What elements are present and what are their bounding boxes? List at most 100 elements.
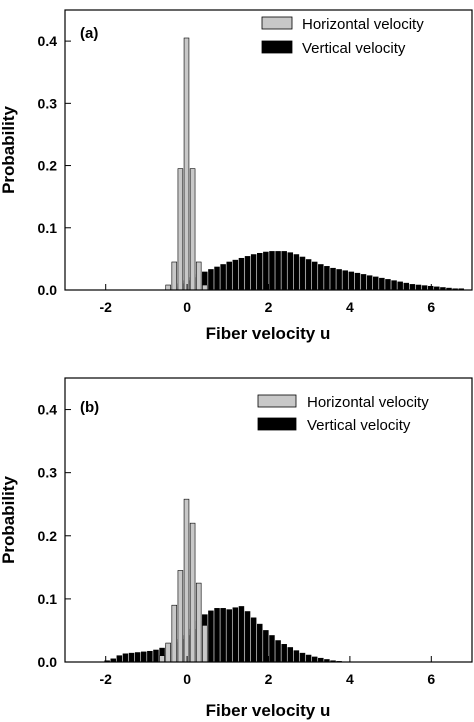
ticks-a: -2 0 2 4 6 0.0 0.1 0.2 0.3 0.4 [38, 33, 436, 315]
bar-vertical-b [153, 649, 159, 663]
bar-horizontal-a [171, 261, 178, 291]
bar-horizontal-a [195, 261, 202, 291]
bar-vertical-a [403, 282, 410, 291]
bar-vertical-b [141, 651, 147, 663]
bar-horizontal-b [183, 498, 190, 663]
bar-vertical-b [257, 623, 263, 663]
bar-horizontal-b [202, 625, 208, 663]
bar-vertical-a [372, 276, 379, 291]
panel-a: -2 0 2 4 6 0.0 0.1 0.2 0.3 0.4 (a) Horizontal vel… [0, 9, 473, 343]
bar-vertical-a [214, 266, 220, 291]
y-axis-label-b: Probability [0, 476, 18, 564]
bar-horizontal-b [177, 570, 184, 663]
bar-vertical-b [128, 652, 135, 663]
bar-vertical-b [305, 654, 312, 663]
bar-vertical-a [336, 269, 342, 291]
bar-vertical-a [299, 256, 306, 291]
bar-vertical-b [244, 611, 251, 663]
bar-vertical-a [287, 252, 294, 291]
bar-vertical-a [226, 261, 232, 291]
x-tick-label-b: 6 [427, 671, 435, 687]
bar-vertical-a [409, 284, 416, 291]
bar-vertical-a [275, 251, 281, 291]
bar-vertical-a [311, 261, 318, 291]
bar-vertical-a [220, 264, 226, 291]
legend-label-horizontal: Horizontal velocity [302, 16, 424, 33]
bars-b [104, 498, 342, 663]
legend-label-vertical: Vertical velocity [302, 40, 406, 57]
bar-vertical-a [208, 269, 214, 291]
y-tick-label-a: 0.3 [38, 95, 58, 111]
bar-vertical-b [311, 656, 318, 663]
bar-vertical-a [342, 270, 348, 291]
bar-horizontal-a [189, 168, 196, 291]
bar-vertical-b [287, 647, 294, 663]
x-tick-label-a: 6 [427, 299, 435, 315]
y-tick-label-b: 0.3 [38, 465, 58, 481]
bar-vertical-b [269, 635, 275, 663]
y-tick-label-b: 0.4 [38, 402, 58, 418]
bar-vertical-a [366, 275, 373, 291]
legend-label-vertical: Vertical velocity [307, 417, 411, 434]
bar-vertical-a [330, 267, 336, 291]
bar-vertical-a [257, 252, 263, 291]
bar-vertical-a [238, 257, 245, 291]
bar-vertical-b [281, 644, 287, 663]
x-tick-label-a: 2 [265, 299, 273, 315]
bar-vertical-b [293, 650, 300, 663]
bar-horizontal-b [165, 642, 171, 663]
bar-vertical-b [122, 653, 129, 663]
y-tick-label-a: 0.4 [38, 33, 58, 49]
legend-swatch-vertical [261, 40, 293, 54]
bar-vertical-a [318, 264, 324, 291]
x-tick-label-a: 0 [183, 299, 191, 315]
x-tick-label-b: -2 [99, 671, 112, 687]
bar-horizontal-b [171, 604, 178, 663]
legend-swatch-horizontal [261, 16, 293, 30]
bar-vertical-b [134, 652, 141, 663]
bar-vertical-a [385, 279, 391, 291]
bar-vertical-a [305, 259, 312, 291]
bar-vertical-a [293, 254, 300, 291]
bar-horizontal-a [183, 37, 190, 291]
panel-b: -2 0 2 4 6 0.0 0.1 0.2 0.3 0.4 (b) Horizontal vel… [0, 377, 473, 720]
bar-vertical-b [220, 608, 226, 663]
bar-vertical-b [214, 608, 220, 663]
x-axis-label-a: Fiber velocity u [206, 324, 331, 343]
legend-label-horizontal: Horizontal velocity [307, 394, 429, 411]
bar-horizontal-a [177, 168, 184, 291]
legend-a: Horizontal velocity Vertical velocity [261, 16, 424, 57]
bar-horizontal-a [165, 284, 171, 291]
bar-vertical-a [379, 277, 385, 291]
x-tick-label-a: -2 [99, 299, 112, 315]
bar-vertical-a [232, 259, 239, 291]
bar-vertical-b [238, 606, 245, 663]
x-tick-label-b: 4 [346, 671, 354, 687]
panel-label-b: (b) [80, 399, 99, 416]
legend-swatch-vertical [257, 417, 297, 431]
ticks-b: -2 0 2 4 6 0.0 0.1 0.2 0.3 0.4 [38, 402, 436, 687]
bar-vertical-b [226, 609, 232, 663]
y-tick-label-b: 0.1 [38, 591, 58, 607]
bar-vertical-a [269, 251, 275, 291]
bar-vertical-a [397, 281, 403, 291]
bar-vertical-b [250, 617, 257, 663]
bar-vertical-b [299, 652, 306, 663]
bar-vertical-a [360, 274, 367, 291]
y-tick-label-a: 0.1 [38, 220, 58, 236]
bar-vertical-a [281, 251, 287, 291]
legend-swatch-horizontal [257, 394, 297, 408]
x-tick-label-a: 4 [346, 299, 354, 315]
bar-vertical-a [244, 256, 251, 291]
bar-vertical-a [391, 280, 397, 291]
x-tick-label-b: 0 [183, 671, 191, 687]
bar-horizontal-a [202, 284, 208, 291]
x-axis-label-b: Fiber velocity u [206, 701, 331, 720]
bar-vertical-b [263, 630, 269, 663]
y-tick-label-a: 0.2 [38, 158, 58, 174]
bar-vertical-b [147, 650, 153, 663]
bar-vertical-b [232, 607, 239, 663]
x-tick-label-b: 2 [265, 671, 273, 687]
y-axis-label-a: Probability [0, 106, 18, 194]
